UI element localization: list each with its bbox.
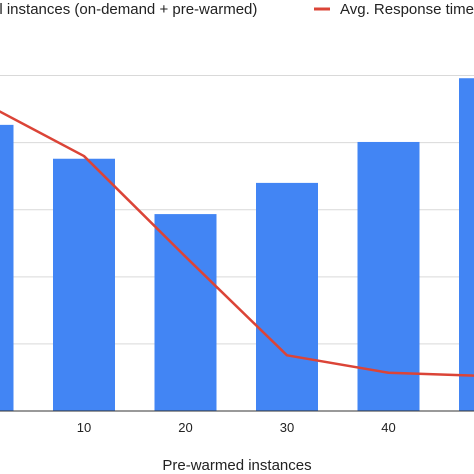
x-tick-labels: 01020304050 bbox=[77, 420, 396, 435]
x-tick-label: 20 bbox=[178, 420, 192, 435]
bar bbox=[154, 214, 217, 411]
legend-bar-label: Total instances (on-demand + pre-warmed) bbox=[0, 1, 257, 18]
legend-line-label: Avg. Response time bbox=[340, 1, 474, 18]
x-tick-label: 30 bbox=[280, 420, 294, 435]
response-time-line bbox=[0, 110, 474, 377]
x-axis-title: Pre-warmed instances bbox=[162, 457, 311, 474]
line-series bbox=[0, 110, 474, 377]
bar-series bbox=[0, 78, 474, 411]
bar bbox=[459, 78, 474, 411]
x-tick-label: 40 bbox=[381, 420, 395, 435]
legend: Total instances (on-demand + pre-warmed)… bbox=[0, 1, 474, 18]
x-tick-label: 10 bbox=[77, 420, 91, 435]
bar bbox=[357, 141, 420, 411]
bar bbox=[0, 124, 14, 411]
bar bbox=[256, 182, 318, 411]
bar bbox=[53, 158, 115, 411]
